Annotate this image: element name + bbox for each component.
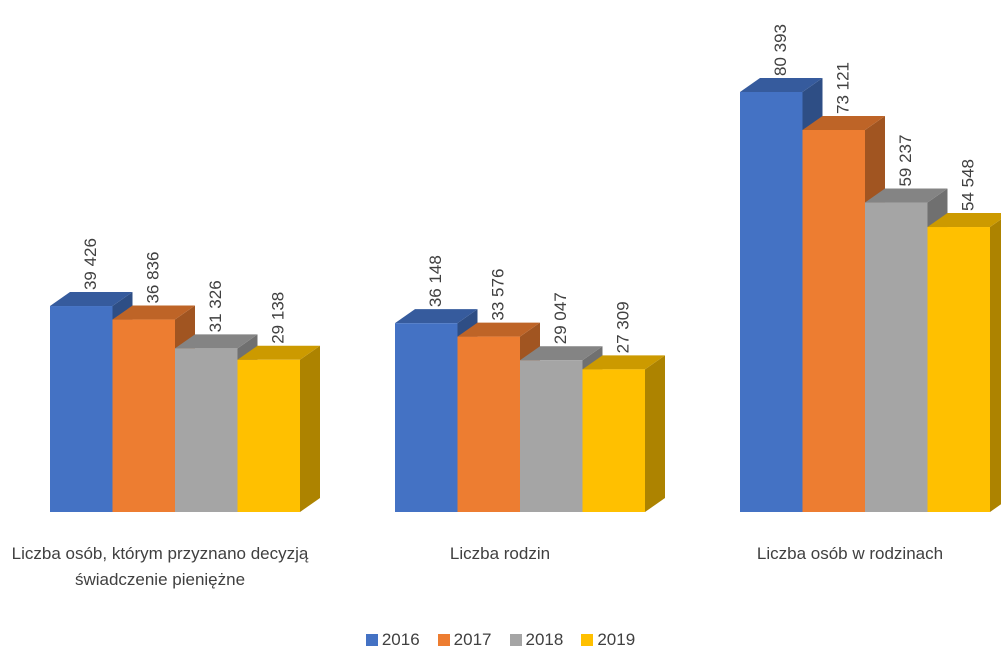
value-label: 80 393 xyxy=(771,24,790,76)
bar-side xyxy=(645,355,665,512)
bar xyxy=(457,322,540,512)
bar-top xyxy=(520,346,603,361)
legend-item: 2018 xyxy=(509,630,564,650)
bar-front xyxy=(927,227,990,512)
bar-front xyxy=(865,202,928,512)
bar-top xyxy=(175,334,258,349)
category-label: Liczba osób w rodzinach xyxy=(756,544,944,563)
value-label: 29 138 xyxy=(269,292,288,344)
bar-front xyxy=(50,306,113,512)
bar-front xyxy=(520,360,583,512)
category-label: Liczba rodzin xyxy=(449,544,551,563)
bar-top xyxy=(237,345,320,360)
value-label: 39 426 xyxy=(81,238,100,290)
value-label: 73 121 xyxy=(834,62,853,114)
legend-item: 2016 xyxy=(365,630,420,650)
bar-top xyxy=(865,188,948,203)
legend-item: 2019 xyxy=(581,630,635,650)
bar xyxy=(927,213,1001,512)
bar xyxy=(582,355,665,512)
value-label: 36 148 xyxy=(426,255,445,307)
legend: 2016 2017 2018 2019 xyxy=(0,630,1001,650)
bar-front xyxy=(740,92,803,512)
legend-label: 2018 xyxy=(525,630,564,649)
bar-top xyxy=(582,355,665,370)
bar-top xyxy=(112,305,195,320)
value-label: 31 326 xyxy=(206,280,225,332)
value-label: 27 309 xyxy=(614,301,633,353)
value-label: 54 548 xyxy=(959,159,978,211)
bar xyxy=(237,345,320,512)
category-label: Liczba osób, którym przyznano decyzją św… xyxy=(11,544,309,589)
bar-front xyxy=(395,323,458,512)
bar-top xyxy=(457,322,540,337)
legend-item: 2017 xyxy=(437,630,492,650)
legend-swatch xyxy=(509,634,522,646)
value-label: 59 237 xyxy=(896,135,915,187)
bar-side xyxy=(300,345,320,512)
legend-label: 2016 xyxy=(381,630,420,649)
legend-swatch xyxy=(581,634,594,646)
legend-label: 2017 xyxy=(453,630,492,649)
bar-top xyxy=(802,115,885,130)
bar-top xyxy=(395,309,478,324)
bar-front xyxy=(457,336,520,512)
legend-label: 2019 xyxy=(597,630,636,649)
bar-front xyxy=(582,369,645,512)
bar-front xyxy=(112,319,175,512)
bar-front xyxy=(802,129,865,512)
bar-top xyxy=(927,213,1001,228)
value-label: 29 047 xyxy=(551,292,570,344)
value-label: 33 576 xyxy=(489,269,508,321)
bar-front xyxy=(175,348,238,512)
bar-front xyxy=(237,359,300,512)
chart: 39 426 36 836 31 326 29 138 36 148 33 576 29 0… xyxy=(50,24,1001,513)
value-label: 36 836 xyxy=(144,252,163,304)
legend-swatch xyxy=(437,634,450,646)
bar-side xyxy=(990,219,1001,512)
bar-top xyxy=(50,292,133,307)
legend-swatch xyxy=(365,634,378,646)
bar-top xyxy=(740,78,823,92)
